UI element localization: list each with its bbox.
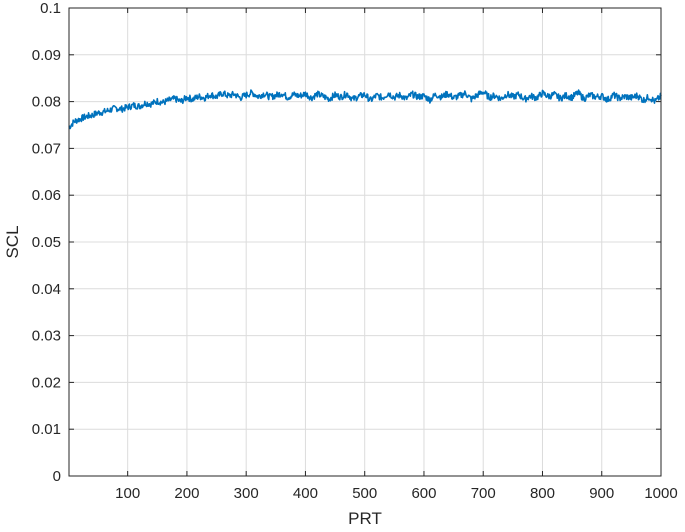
tick-marks (69, 7, 662, 477)
x-tick-label: 600 (411, 485, 436, 502)
x-tick-label: 300 (234, 485, 259, 502)
x-tick-label: 400 (293, 485, 318, 502)
y-tick-label: 0.1 (40, 0, 61, 17)
x-tick-label: 200 (174, 485, 199, 502)
y-tick-label: 0.06 (32, 187, 61, 204)
y-tick-label: 0.09 (32, 47, 61, 64)
x-tick-labels: 100 200 300 400 500 600 700 800 900 1000 (115, 485, 678, 502)
grid (69, 7, 662, 477)
x-tick-label: 1000 (644, 485, 677, 502)
y-tick-label: 0 (53, 468, 61, 485)
x-tick-label: 100 (115, 485, 140, 502)
series-line (68, 89, 662, 130)
x-axis-label: PRT (348, 509, 382, 528)
y-tick-label: 0.07 (32, 140, 61, 157)
y-tick-labels: 0 0.01 0.02 0.03 0.04 0.05 0.06 0.07 0.08 0.09 0.1 (32, 0, 61, 485)
series-layer (68, 89, 662, 130)
y-axis-label: SCL (3, 225, 22, 258)
y-tick-label: 0.01 (32, 421, 61, 438)
y-tick-label: 0.04 (32, 281, 61, 298)
x-tick-label: 500 (352, 485, 377, 502)
y-tick-label: 0.03 (32, 328, 61, 345)
x-tick-label: 800 (530, 485, 555, 502)
x-tick-label: 900 (589, 485, 614, 502)
y-tick-label: 0.08 (32, 94, 61, 111)
y-tick-label: 0.02 (32, 374, 61, 391)
y-tick-label: 0.05 (32, 234, 61, 251)
x-tick-label: 700 (471, 485, 496, 502)
